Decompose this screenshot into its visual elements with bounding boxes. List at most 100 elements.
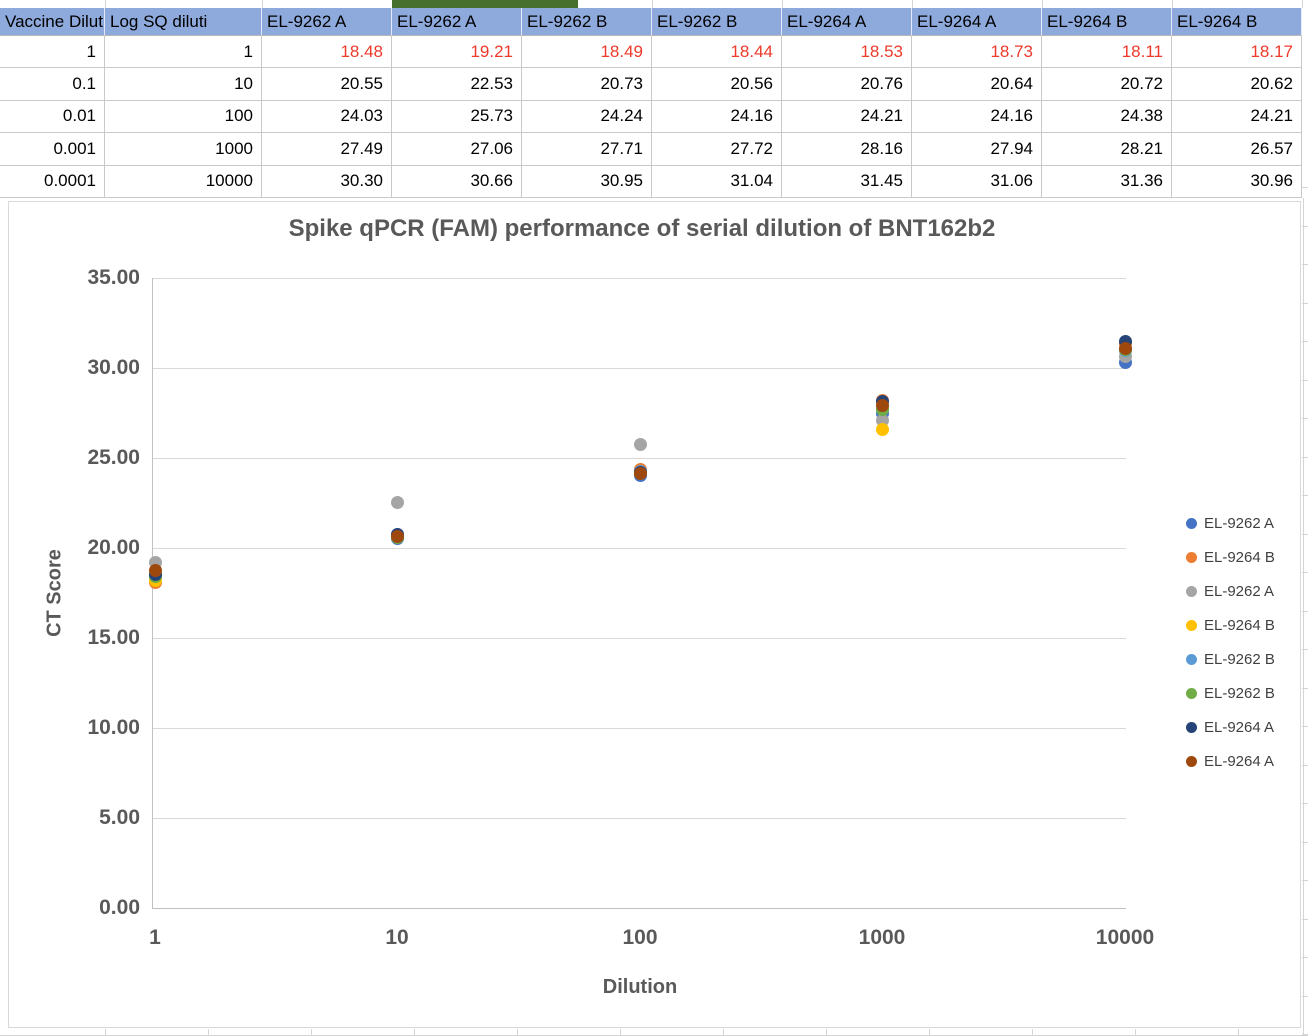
x-axis-tick-label: 10000 [1095, 926, 1155, 949]
legend-entry[interactable]: EL-9264 B [1186, 547, 1275, 567]
legend-label: EL-9262 A [1204, 514, 1275, 532]
table-cell[interactable]: 18.44 [652, 36, 782, 69]
table-cell[interactable]: 27.72 [652, 133, 782, 166]
table-cell[interactable]: 18.17 [1172, 36, 1302, 69]
gridline [152, 457, 1126, 459]
sheet-gridline [912, 0, 913, 8]
table-cell[interactable]: 0.1 [0, 68, 105, 101]
table-cell[interactable]: 0.01 [0, 100, 105, 134]
table-cell[interactable]: 30.96 [1172, 165, 1302, 198]
table-header-cell[interactable]: EL-9264 A [782, 8, 912, 36]
table-cell[interactable]: 24.16 [912, 100, 1042, 134]
sheet-gridline [1172, 0, 1173, 8]
table-cell[interactable]: 20.73 [522, 68, 652, 101]
legend-label: EL-9262 A [1204, 582, 1275, 600]
table-header-cell[interactable]: EL-9262 B [522, 8, 652, 36]
legend-entry[interactable]: EL-9264 A [1186, 717, 1274, 737]
table-cell[interactable]: 19.21 [392, 36, 522, 69]
y-axis-tick-label: 25.00 [87, 446, 140, 469]
table-cell[interactable]: 28.16 [782, 133, 912, 166]
table-header-cell[interactable]: EL-9262 B [652, 8, 782, 36]
data-point[interactable] [1118, 342, 1132, 356]
table-cell[interactable]: 31.06 [912, 165, 1042, 198]
gridline [152, 907, 1126, 909]
x-axis-tick-label: 1 [149, 926, 161, 949]
table-cell[interactable]: 30.66 [392, 165, 522, 198]
table-cell[interactable]: 26.57 [1172, 133, 1302, 166]
table-cell[interactable]: 20.55 [262, 68, 392, 101]
data-point[interactable] [390, 529, 404, 543]
table-cell[interactable]: 30.95 [522, 165, 652, 198]
table-cell[interactable]: 22.53 [392, 68, 522, 101]
y-axis-tick-label: 5.00 [99, 806, 140, 829]
table-cell[interactable]: 25.73 [392, 100, 522, 134]
table-cell[interactable]: 1 [0, 36, 105, 69]
table-cell[interactable]: 1 [105, 36, 262, 69]
legend-entry[interactable]: EL-9264 B [1186, 615, 1275, 635]
table-cell[interactable]: 27.94 [912, 133, 1042, 166]
data-point[interactable] [633, 466, 647, 480]
table-header-cell[interactable]: Log SQ diluti [105, 8, 262, 36]
data-point[interactable] [875, 423, 889, 437]
chart-object[interactable] [8, 201, 1301, 1028]
legend-entry[interactable]: EL-9262 B [1186, 649, 1275, 669]
sheet-gridline [1302, 380, 1308, 381]
table-cell[interactable]: 31.04 [652, 165, 782, 198]
table-cell[interactable]: 24.21 [1172, 100, 1302, 134]
table-cell[interactable]: 30.30 [262, 165, 392, 198]
table-cell[interactable]: 27.06 [392, 133, 522, 166]
table-cell[interactable]: 20.62 [1172, 68, 1302, 101]
sheet-gridline [1302, 572, 1308, 573]
table-header-cell[interactable]: Vaccine Dilut [0, 8, 105, 36]
data-point[interactable] [875, 398, 889, 412]
table-cell[interactable]: 18.73 [912, 36, 1042, 69]
sheet-gridline [1135, 1029, 1136, 1036]
table-cell[interactable]: 20.72 [1042, 68, 1172, 101]
table-cell[interactable]: 10 [105, 68, 262, 101]
table-cell[interactable]: 18.48 [262, 36, 392, 69]
table-cell[interactable]: 31.45 [782, 165, 912, 198]
y-axis-tick-label: 0.00 [99, 896, 140, 919]
data-point[interactable] [633, 438, 647, 452]
table-cell[interactable]: 24.21 [782, 100, 912, 134]
table-cell[interactable]: 24.03 [262, 100, 392, 134]
table-cell[interactable]: 20.56 [652, 68, 782, 101]
table-cell[interactable]: 0.001 [0, 133, 105, 166]
legend-entry[interactable]: EL-9262 B [1186, 683, 1275, 703]
legend-swatch-icon [1186, 619, 1197, 631]
sheet-gridline [1302, 765, 1308, 766]
table-cell[interactable]: 24.24 [522, 100, 652, 134]
legend-entry[interactable]: EL-9262 A [1186, 513, 1274, 533]
legend-entry[interactable]: EL-9262 A [1186, 581, 1274, 601]
table-cell[interactable]: 24.16 [652, 100, 782, 134]
table-cell[interactable]: 100 [105, 100, 262, 134]
table-header-cell[interactable]: EL-9264 A [912, 8, 1042, 36]
gridline [152, 637, 1126, 639]
table-cell[interactable]: 18.49 [522, 36, 652, 69]
table-cell[interactable]: 10000 [105, 165, 262, 198]
table-cell[interactable]: 27.71 [522, 133, 652, 166]
table-cell[interactable]: 0.0001 [0, 165, 105, 198]
table-cell[interactable]: 18.53 [782, 36, 912, 69]
sheet-gridline [1302, 688, 1308, 689]
table-header-cell[interactable]: EL-9264 B [1172, 8, 1302, 36]
table-cell[interactable]: 18.11 [1042, 36, 1172, 69]
table-cell[interactable]: 27.49 [262, 133, 392, 166]
sheet-gridline [1302, 341, 1308, 342]
table-cell[interactable]: 31.36 [1042, 165, 1172, 198]
table-cell[interactable]: 28.21 [1042, 133, 1172, 166]
table-cell[interactable]: 24.38 [1042, 100, 1172, 134]
data-point[interactable] [148, 564, 162, 578]
table-header-cell[interactable]: EL-9262 A [392, 8, 522, 36]
table-cell[interactable]: 1000 [105, 133, 262, 166]
sheet-gridline [208, 1029, 209, 1036]
gridline [152, 277, 1126, 279]
legend-entry[interactable]: EL-9264 A [1186, 751, 1274, 771]
x-axis-tick-label: 100 [622, 926, 658, 949]
data-point[interactable] [390, 495, 404, 509]
table-cell[interactable]: 20.64 [912, 68, 1042, 101]
sheet-gridline [1302, 880, 1308, 881]
table-header-cell[interactable]: EL-9262 A [262, 8, 392, 36]
table-cell[interactable]: 20.76 [782, 68, 912, 101]
table-header-cell[interactable]: EL-9264 B [1042, 8, 1172, 36]
